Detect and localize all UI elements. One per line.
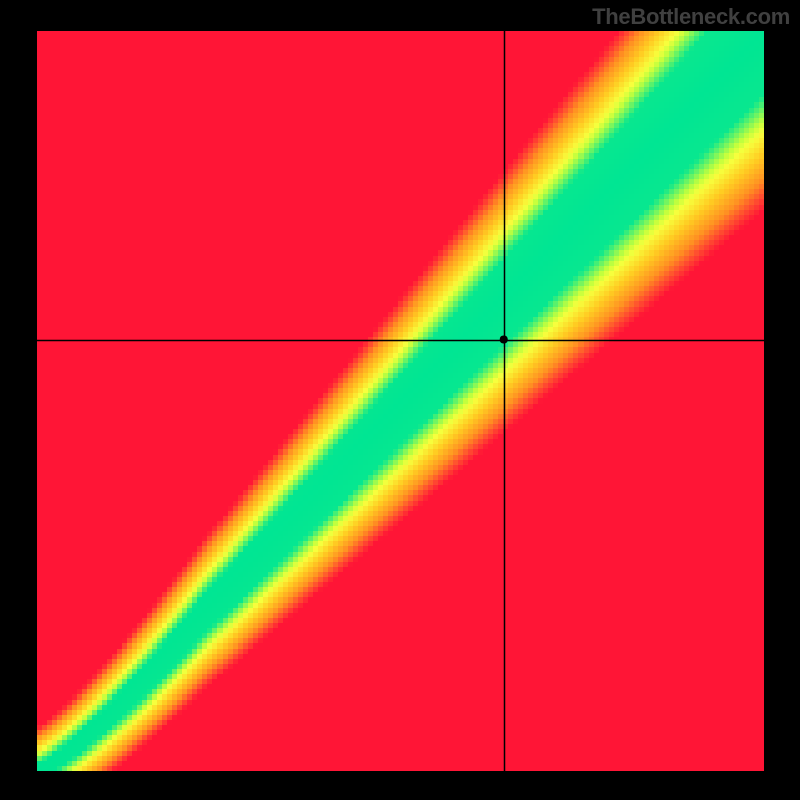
watermark-label: TheBottleneck.com [592, 4, 790, 30]
chart-container: TheBottleneck.com [0, 0, 800, 800]
heatmap-plot [37, 31, 764, 771]
heatmap-canvas [37, 31, 764, 771]
